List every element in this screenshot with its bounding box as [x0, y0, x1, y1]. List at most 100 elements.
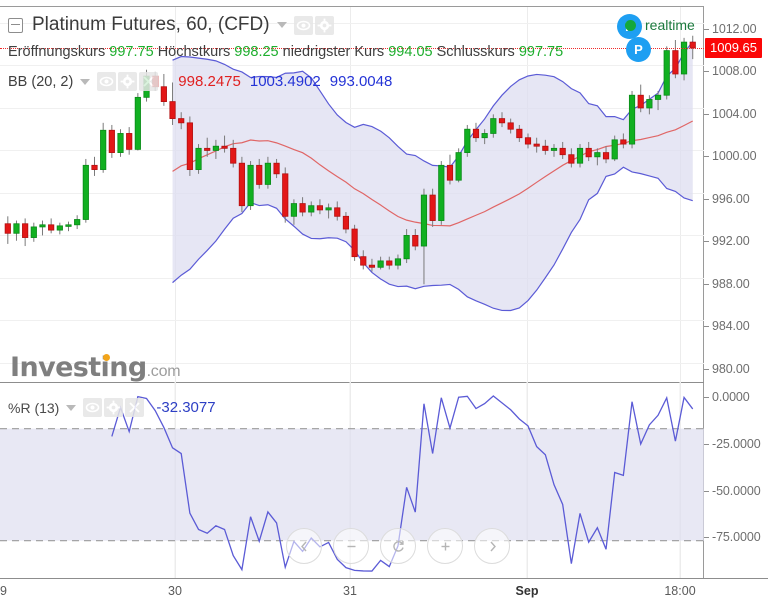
candlestick	[30, 222, 37, 242]
candlestick	[412, 229, 419, 251]
chevron-down-icon[interactable]	[80, 78, 91, 85]
chart-title-legend: Platinum Futures, 60, (CFD)	[8, 14, 336, 36]
wr-tick	[704, 444, 709, 445]
realtime-label: realtime	[645, 17, 695, 33]
candlestick	[429, 188, 436, 227]
price-tick	[704, 113, 709, 115]
candlestick	[48, 218, 55, 234]
price-axis[interactable]: 1012.00 1008.00 1004.00 1000.00 996.00 992.00…	[704, 6, 768, 578]
minus-square-icon[interactable]	[8, 17, 23, 33]
candlestick	[256, 158, 263, 189]
gear-icon[interactable]	[118, 72, 138, 91]
chevron-right-icon[interactable]	[474, 528, 510, 564]
bollinger-upper-line	[172, 40, 694, 168]
candlestick	[91, 156, 98, 176]
candlestick	[620, 133, 627, 149]
candlestick	[282, 167, 289, 223]
time-tick-label: 31	[343, 584, 357, 598]
candlestick	[464, 124, 471, 157]
candlestick	[247, 161, 254, 210]
price-tick	[704, 156, 709, 158]
candlestick	[108, 124, 115, 158]
candlestick	[377, 256, 384, 270]
candlestick	[611, 135, 618, 162]
eye-icon[interactable]	[293, 15, 313, 35]
price-tick	[704, 283, 709, 285]
bb-label: BB (20, 2)	[8, 73, 74, 90]
gear-icon[interactable]	[314, 15, 334, 35]
chart-nav-buttons	[286, 528, 510, 564]
price-tick	[704, 28, 709, 30]
candlestick	[481, 129, 488, 145]
panel-divider	[0, 382, 704, 383]
candlestick	[4, 216, 11, 244]
price-gridline	[0, 65, 704, 67]
close-icon[interactable]	[139, 72, 159, 91]
wr-zone-fill	[0, 428, 704, 541]
candlestick	[403, 229, 410, 264]
ohlc-legend: Eröffnungskurs 997.75 Höchstkurs 998.25 …	[8, 44, 563, 60]
price-tick-label: 996.00	[712, 191, 750, 206]
candlestick	[568, 148, 575, 168]
price-chart-canvas[interactable]	[0, 6, 704, 382]
eye-icon[interactable]	[83, 398, 103, 417]
bollinger-lower-line	[172, 166, 693, 312]
price-tick	[704, 326, 709, 328]
time-gridline	[175, 7, 176, 578]
chevron-down-icon[interactable]	[66, 404, 77, 411]
candlestick	[585, 141, 592, 162]
candlestick	[680, 37, 688, 81]
close-icon[interactable]	[125, 398, 145, 417]
time-axis[interactable]: 9 30 31 Sep 18:00	[0, 578, 768, 606]
candlestick	[516, 124, 523, 142]
candlestick	[82, 158, 89, 223]
wr-tick-label: -75.0000	[712, 530, 761, 545]
candlestick	[550, 144, 558, 157]
candlestick	[100, 122, 107, 173]
price-gridline	[0, 107, 704, 109]
price-tick-label: 1000.00	[712, 149, 757, 164]
candlestick	[533, 137, 540, 153]
price-gridline	[0, 277, 704, 279]
price-tick-label: 1008.00	[712, 64, 757, 79]
bollinger-legend: BB (20, 2) 998.2475 1003.4902 993.0048	[8, 72, 392, 91]
minus-icon[interactable]	[333, 528, 369, 564]
williams-r-canvas[interactable]	[0, 382, 704, 578]
candlestick	[628, 90, 636, 149]
candlestick	[351, 224, 358, 261]
price-tick	[704, 198, 709, 200]
candlestick	[559, 141, 566, 159]
price-gridline	[0, 320, 704, 322]
plus-icon[interactable]	[427, 528, 463, 564]
bb-middle-value: 998.2475	[178, 73, 241, 90]
green-status-dot	[625, 20, 636, 31]
candlestick	[134, 93, 141, 151]
candlestick	[542, 139, 549, 155]
candlestick	[325, 203, 332, 219]
close-label: Schlusskurs	[436, 44, 515, 60]
chevron-down-icon[interactable]	[276, 22, 287, 28]
low-value: 994.05	[388, 44, 433, 60]
eye-icon[interactable]	[97, 72, 117, 91]
price-tick	[704, 241, 709, 243]
gear-icon[interactable]	[104, 398, 124, 417]
price-tick-label: 984.00	[712, 319, 750, 334]
reset-icon[interactable]	[380, 528, 416, 564]
chevron-left-icon[interactable]	[286, 528, 322, 564]
high-label: Höchstkurs	[157, 44, 231, 60]
candlestick	[290, 199, 297, 225]
price-tick-label: 1012.00	[712, 21, 757, 36]
candlestick	[455, 148, 462, 183]
price-alert-badge[interactable]: P	[626, 37, 651, 62]
candlestick	[212, 139, 219, 159]
candlestick	[273, 158, 280, 179]
last-price-tag: 1009.65	[705, 37, 762, 58]
candlestick	[602, 146, 610, 164]
candlestick	[360, 250, 367, 270]
watermark-dot-icon	[103, 354, 110, 361]
candlestick	[386, 256, 393, 270]
candlestick	[498, 112, 506, 128]
candlestick	[22, 218, 29, 247]
candlestick	[39, 220, 46, 236]
